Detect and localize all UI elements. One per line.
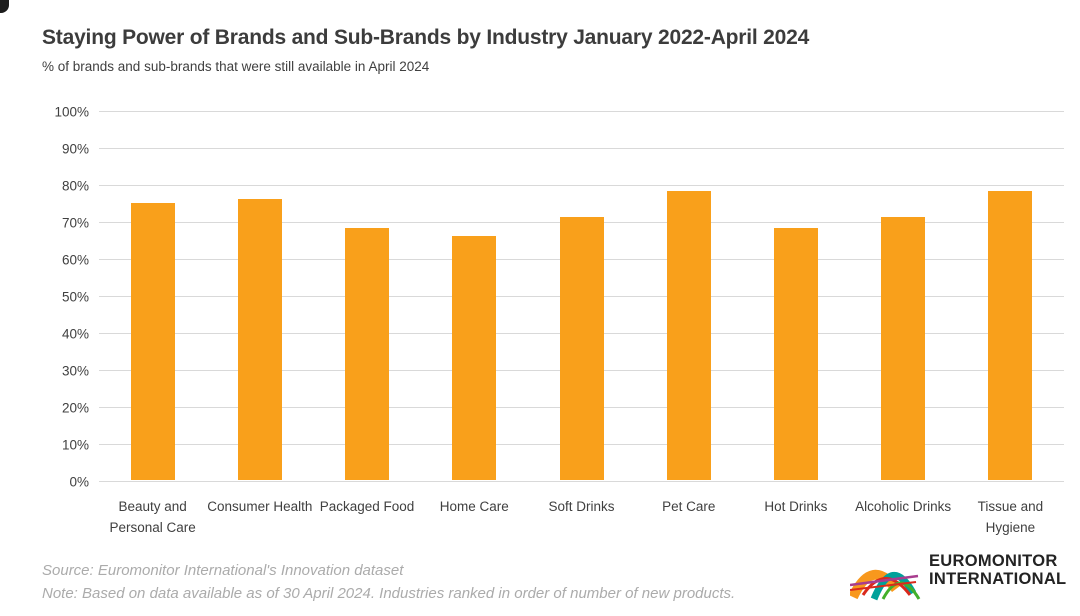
gridline xyxy=(99,111,1064,112)
x-axis-category-label: Consumer Health xyxy=(207,499,313,514)
bar-soft-drinks xyxy=(559,217,604,480)
x-axis-category-label: Packaged Food xyxy=(319,499,415,514)
euromonitor-logo-arcs-icon xyxy=(850,569,921,601)
gridline xyxy=(99,148,1064,149)
x-axis-category-label: Alcoholic Drinks xyxy=(855,499,952,514)
bar-alcoholic-drinks xyxy=(881,217,926,480)
source-text: Source: Euromonitor International's Inno… xyxy=(42,562,404,579)
x-axis-category-label: Soft Drinks xyxy=(548,499,615,514)
y-axis-tick-label: 50% xyxy=(61,289,89,304)
euromonitor-logo: EUROMONITOR INTERNATIONAL xyxy=(850,552,1067,603)
x-axis-category-label: Tissue and Hygiene xyxy=(977,499,1044,535)
y-axis-tick-label: 0% xyxy=(69,474,89,489)
y-axis-tick-label: 30% xyxy=(61,363,89,378)
bar-home-care xyxy=(452,235,497,480)
corner-artifact xyxy=(0,0,9,13)
bar-pet-care xyxy=(666,191,711,480)
y-axis-tick-label: 70% xyxy=(61,215,89,230)
y-axis-tick-label: 90% xyxy=(61,141,89,156)
x-axis-category-label: Hot Drinks xyxy=(764,499,828,514)
logo-text-line2: INTERNATIONAL xyxy=(929,569,1067,588)
gridline xyxy=(99,481,1064,482)
y-axis-tick-label: 20% xyxy=(61,400,89,415)
note-text: Note: Based on data available as of 30 A… xyxy=(42,585,736,602)
bar-packaged-food xyxy=(345,228,390,480)
plot-area: 0% 10% 20% 30% 40% 50% 60% 70% 80% 90% 100% Beauty … xyxy=(54,104,1064,535)
y-axis-tick-label: 100% xyxy=(54,104,89,119)
gridline xyxy=(99,185,1064,186)
y-axis-tick-label: 60% xyxy=(61,252,89,267)
y-axis-tick-label: 10% xyxy=(61,437,89,452)
logo-text-line1: EUROMONITOR xyxy=(929,552,1058,570)
bar-hot-drinks xyxy=(773,228,818,480)
bar-tissue-and-hygiene xyxy=(988,191,1033,480)
x-axis-category-label: Beauty and Personal Care xyxy=(109,499,196,535)
chart-subtitle: % of brands and sub-brands that were sti… xyxy=(42,59,430,74)
x-axis-category-label: Home Care xyxy=(439,499,509,514)
bar-consumer-health xyxy=(237,198,282,480)
chart-title: Staying Power of Brands and Sub-Brands b… xyxy=(42,26,810,49)
bar-beauty-and-personal-care xyxy=(130,202,175,480)
y-axis-tick-label: 80% xyxy=(61,178,89,193)
x-axis-category-label: Pet Care xyxy=(662,499,716,514)
y-axis-tick-label: 40% xyxy=(61,326,89,341)
